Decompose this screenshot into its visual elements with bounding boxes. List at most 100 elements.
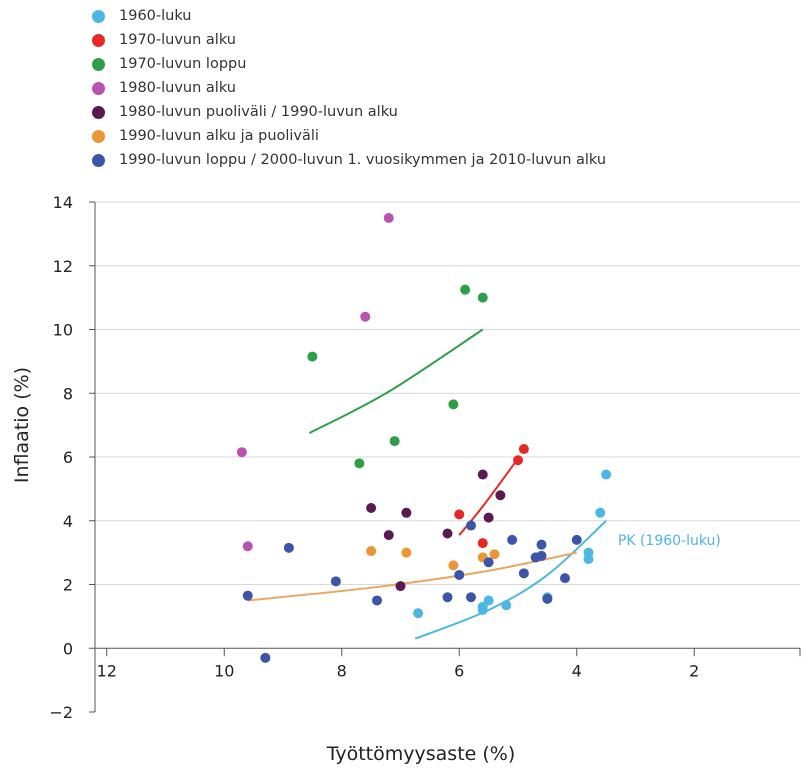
- data-point: [595, 507, 606, 518]
- data-point: [507, 534, 518, 545]
- legend-label: 1990-luvun alku ja puoliväli: [119, 128, 319, 144]
- data-point: [260, 652, 271, 663]
- data-point: [477, 292, 488, 303]
- data-point: [366, 546, 377, 557]
- legend-item: 1970-luvun alku: [92, 28, 606, 52]
- data-point: [466, 592, 476, 603]
- data-point: [383, 530, 394, 541]
- data-point: [395, 581, 406, 592]
- legend-swatch: [92, 57, 105, 71]
- data-point: [448, 399, 459, 410]
- data-point: [360, 311, 371, 322]
- y-tick-label: 0: [63, 639, 73, 658]
- legend-item: 1980-luvun alku: [92, 76, 606, 100]
- data-point: [560, 573, 570, 584]
- y-tick-label: 12: [53, 257, 73, 276]
- legend-item: 1980-luvun puoliväli / 1990-luvun alku: [92, 100, 606, 124]
- data-point: [383, 212, 394, 223]
- data-point: [330, 576, 341, 587]
- legend-swatch: [92, 105, 105, 119]
- data-point: [242, 541, 253, 552]
- data-point: [495, 490, 506, 501]
- legend-label: 1990-luvun loppu / 2000-luvun 1. vuosiky…: [119, 152, 607, 168]
- data-point: [483, 512, 494, 523]
- data-point: [283, 542, 294, 553]
- trend-curve: [308, 328, 484, 434]
- y-tick-label: 8: [63, 384, 73, 403]
- data-point: [542, 593, 553, 604]
- data-point: [477, 538, 488, 549]
- y-tick-label: 4: [63, 512, 73, 531]
- x-tick-label: 2: [689, 661, 699, 680]
- y-tick-label: 10: [53, 321, 73, 340]
- data-point: [571, 534, 582, 545]
- data-point: [466, 520, 476, 531]
- data-point: [477, 469, 488, 480]
- x-axis-label: Työttömyysaste (%): [326, 743, 516, 765]
- legend-label: 1960-luku: [119, 8, 192, 24]
- data-point: [454, 509, 465, 520]
- x-tick-label: 10: [214, 661, 234, 680]
- data-point: [483, 557, 494, 568]
- data-point: [372, 595, 382, 606]
- legend-item: 1960-luku: [92, 4, 606, 28]
- data-point: [236, 447, 247, 458]
- legend-label: 1980-luvun puoliväli / 1990-luvun alku: [119, 104, 398, 120]
- legend-label: 1970-luvun alku: [119, 32, 236, 48]
- legend: 1960-luku 1970-luvun alku 1970-luvun loppu…: [92, 4, 606, 172]
- data-point: [354, 458, 365, 469]
- data-point: [601, 469, 612, 480]
- data-point: [454, 569, 465, 580]
- data-point: [366, 503, 377, 513]
- data-point: [442, 592, 453, 603]
- data-point: [389, 436, 400, 447]
- y-tick-label: 14: [53, 193, 73, 212]
- data-point: [501, 600, 512, 611]
- data-point: [513, 455, 523, 466]
- trend-curves: [247, 328, 607, 640]
- data-point: [242, 590, 253, 601]
- legend-swatch: [92, 153, 105, 167]
- y-tick-label: −2: [49, 703, 73, 722]
- x-tick-label: 4: [572, 661, 582, 680]
- legend-swatch: [92, 33, 105, 47]
- data-point: [413, 608, 424, 619]
- axes: [89, 201, 801, 713]
- data-point: [401, 547, 412, 558]
- gridlines: [95, 201, 800, 585]
- legend-item: 1970-luvun loppu: [92, 52, 606, 76]
- data-point: [307, 351, 318, 362]
- data-point: [477, 601, 488, 612]
- legend-item: 1990-luvun alku ja puoliväli: [92, 124, 606, 148]
- trend-curve: [458, 458, 519, 536]
- data-point: [442, 528, 453, 539]
- data-point: [483, 595, 494, 606]
- x-tick-label: 12: [97, 661, 117, 680]
- data-point: [518, 444, 529, 455]
- data-points: [236, 212, 612, 663]
- trend-curve: [414, 520, 607, 640]
- data-point: [536, 539, 547, 550]
- data-point: [460, 284, 471, 295]
- data-point: [536, 550, 547, 561]
- legend-label: 1980-luvun alku: [119, 80, 236, 96]
- legend-swatch: [92, 9, 105, 23]
- y-tick-label: 2: [63, 576, 73, 595]
- legend-swatch: [92, 129, 105, 143]
- data-point: [489, 549, 500, 560]
- legend-item: 1990-luvun loppu / 2000-luvun 1. vuosiky…: [92, 148, 606, 172]
- legend-swatch: [92, 81, 105, 95]
- data-point: [583, 547, 594, 558]
- data-point: [448, 560, 459, 571]
- x-tick-label: 6: [454, 661, 464, 680]
- data-point: [401, 507, 412, 518]
- x-tick-label: 8: [337, 661, 347, 680]
- curve-annotation: PK (1960-luku): [618, 533, 721, 549]
- legend-label: 1970-luvun loppu: [119, 56, 247, 72]
- tick-labels: 14 12 10 8 6 4 2 0 −2 12 10 8 6 4 2 PK (1960-luku): [49, 193, 720, 722]
- y-tick-label: 6: [63, 448, 73, 467]
- y-axis-label: Inflaatio (%): [11, 367, 33, 483]
- trend-curve: [247, 551, 577, 602]
- data-point: [518, 568, 529, 579]
